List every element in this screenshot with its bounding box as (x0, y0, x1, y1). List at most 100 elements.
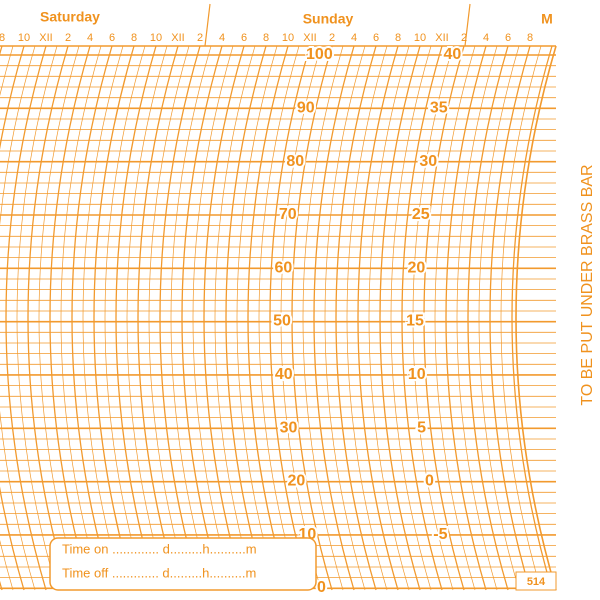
time-line (258, 45, 300, 591)
hour-label: 6 (109, 32, 115, 44)
time-line (0, 45, 36, 591)
time-line (71, 45, 113, 591)
scale-label: 30 (280, 419, 298, 436)
time-line (115, 45, 157, 591)
hour-label: 8 (131, 32, 137, 44)
scale-label: 5 (417, 419, 426, 436)
scale-label: 15 (406, 313, 424, 330)
time-line (434, 45, 476, 591)
time-line (126, 45, 168, 591)
number-box (515, 571, 557, 591)
day-divider (204, 3, 211, 47)
time-line (500, 45, 542, 591)
hour-label: 2 (65, 32, 71, 44)
hour-label: 10 (414, 32, 426, 44)
time-line (170, 45, 212, 591)
scale-label: 60 (274, 259, 292, 276)
time-line (412, 45, 454, 591)
time-line (225, 45, 267, 591)
time-line (192, 45, 234, 591)
scale-label: 20 (407, 259, 425, 276)
scale-label: 40 (443, 46, 461, 63)
time-line (0, 45, 25, 591)
hour-label: 10 (282, 32, 294, 44)
time-line (247, 45, 289, 591)
grid (0, 45, 557, 591)
scale-label: 90 (297, 100, 315, 117)
time-line (368, 45, 410, 591)
form-line: Time off ............. d.........h......… (62, 565, 256, 580)
hour-label: 2 (329, 32, 335, 44)
scale-label: 50 (273, 313, 291, 330)
hour-label: 4 (483, 32, 489, 44)
edge-line (515, 45, 557, 591)
scale-label: 40 (275, 366, 293, 383)
hour-label: 4 (351, 32, 357, 44)
time-line (214, 45, 256, 591)
day-divider (464, 3, 471, 47)
time-line (203, 45, 245, 591)
scale-label: -5 (433, 526, 447, 543)
time-line (280, 45, 322, 591)
hour-label: 10 (150, 32, 162, 44)
chart-number: 514 (527, 576, 546, 588)
hour-label: 2 (461, 32, 467, 44)
form-box (49, 537, 317, 591)
hour-label: 6 (505, 32, 511, 44)
hour-label: 10 (18, 32, 30, 44)
scale-label: 100 (306, 46, 333, 63)
time-line (60, 45, 102, 591)
time-line (478, 45, 520, 591)
hour-label: XII (39, 32, 52, 44)
scale-label: 10 (408, 366, 426, 383)
time-line (38, 45, 80, 591)
time-line (148, 45, 190, 591)
time-line (181, 45, 223, 591)
time-line (16, 45, 58, 591)
scale-label: 30 (419, 153, 437, 170)
hour-label: XII (171, 32, 184, 44)
time-line (313, 45, 355, 591)
scale-label: 20 (288, 473, 306, 490)
hour-label: 8 (0, 32, 5, 44)
hour-label: 4 (87, 32, 93, 44)
hour-label: 8 (263, 32, 269, 44)
hour-label: 6 (373, 32, 379, 44)
time-line (467, 45, 509, 591)
time-line (379, 45, 421, 591)
hour-label: 8 (527, 32, 533, 44)
time-line (346, 45, 388, 591)
time-line (324, 45, 366, 591)
time-line (269, 45, 311, 591)
time-line (390, 45, 432, 591)
time-line (159, 45, 201, 591)
scale-label: 35 (430, 100, 448, 117)
day-label: M (541, 11, 553, 27)
scale-label: 80 (286, 153, 304, 170)
time-line (93, 45, 135, 591)
time-line (49, 45, 91, 591)
hour-labels: 8 10 XII 2 4 6 8 10 XII 2 4 6 8 10 XII 2 4 6 8 10 XII 2 4 6 8 (0, 32, 533, 44)
time-line (511, 45, 553, 591)
day-label: Sunday (303, 11, 354, 27)
time-line (335, 45, 377, 591)
hour-label: XII (303, 32, 316, 44)
time-line (357, 45, 399, 591)
hour-label: 2 (197, 32, 203, 44)
time-line (423, 45, 465, 591)
form-line: Time on ............. d.........h.......… (62, 541, 257, 556)
scale-label: 70 (279, 206, 297, 223)
time-line (489, 45, 531, 591)
hour-label: 6 (241, 32, 247, 44)
time-line (27, 45, 69, 591)
time-line (137, 45, 179, 591)
hour-label: XII (435, 32, 448, 44)
time-line (104, 45, 146, 591)
scale-label: 25 (412, 206, 430, 223)
time-line (5, 45, 47, 591)
time-line (445, 45, 487, 591)
time-line (456, 45, 498, 591)
hour-label: 4 (219, 32, 225, 44)
